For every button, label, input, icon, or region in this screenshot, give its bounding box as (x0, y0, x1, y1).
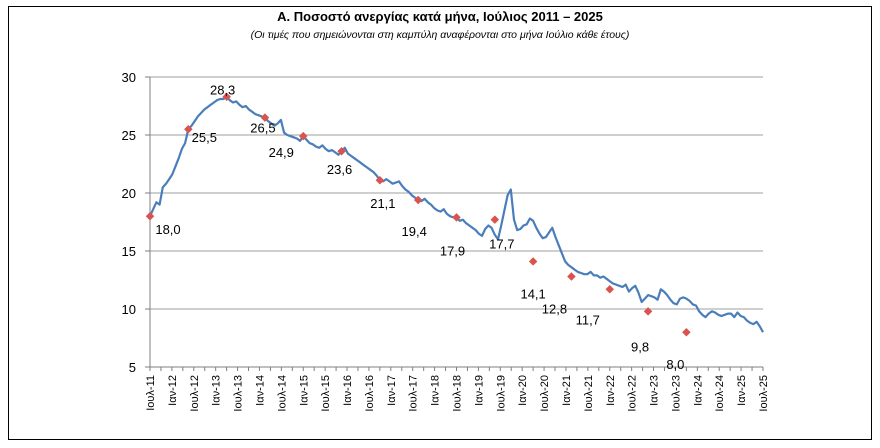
data-label: 11,7 (576, 312, 600, 327)
data-label: 23,6 (327, 162, 352, 177)
july-marker (528, 257, 538, 266)
axes (145, 76, 764, 371)
july-marker (222, 92, 231, 101)
x-tick-label: Ιαν-19 (473, 375, 485, 406)
july-marker (184, 124, 193, 134)
x-tick-label: Ιαν-25 (736, 375, 748, 406)
x-tick-label: Ιαν-23 (649, 375, 661, 406)
july-marker (337, 146, 346, 156)
x-tick-label: Ιαν-17 (386, 375, 398, 406)
data-label: 25,5 (192, 130, 217, 145)
x-tick-labels: Ιουλ-11 Ιαν-12 Ιουλ-12 Ιαν-13 Ιουλ-13 Ιαν-14 Ι… (145, 375, 770, 412)
x-tick-label: Ιαν-18 (430, 375, 442, 406)
x-tick-label: Ιουλ-21 (583, 375, 595, 412)
y-tick-labels: 5 10 15 20 25 30 (122, 70, 136, 375)
july-marker (605, 285, 614, 294)
y-tick-label: 20 (122, 186, 136, 201)
y-tick-label: 30 (122, 70, 136, 85)
july-marker (299, 131, 308, 141)
data-label: 8,0 (666, 357, 684, 372)
x-tick-label: Ιουλ-16 (364, 375, 376, 412)
x-tick-label: Ιουλ-15 (320, 375, 332, 412)
data-label: 9,8 (631, 339, 649, 354)
july-marker (145, 211, 155, 221)
x-tick-label: Ιουλ-12 (189, 375, 201, 412)
data-label: 24,9 (269, 145, 294, 160)
july-marker (260, 113, 270, 122)
chart-title: Α. Ποσοστό ανεργίας κατά μήνα, Ιούλιος 2… (277, 9, 603, 24)
x-tick-label: Ιαν-14 (254, 375, 266, 406)
gridlines (150, 76, 763, 310)
data-label: 14,1 (520, 286, 545, 301)
x-tick-label: Ιουλ-19 (495, 375, 507, 412)
x-tick-label: Ιαν-13 (211, 375, 223, 406)
july-marker (452, 213, 461, 222)
data-label: 26,5 (250, 121, 275, 136)
data-label: 12,8 (542, 302, 567, 317)
chart-frame (8, 6, 872, 440)
x-tick-label: Ιουλ-13 (233, 375, 245, 412)
july-marker (567, 272, 576, 281)
data-label: 17,9 (440, 243, 465, 258)
july-marker (682, 327, 691, 337)
data-labels: 18,0 25,5 28,3 26,5 24,9 23,6 21,1 19,4 17,9 17,7… (155, 83, 684, 372)
y-tick-label: 25 (122, 128, 136, 143)
x-tick-label: Ιαν-16 (342, 375, 354, 406)
x-tick-label: Ιουλ-17 (408, 375, 420, 412)
july-marker (643, 307, 653, 316)
data-label: 21,1 (370, 196, 395, 211)
y-tick-label: 15 (122, 244, 136, 259)
x-tick-label: Ιουλ-23 (670, 375, 682, 412)
x-tick-label: Ιουλ-22 (627, 375, 639, 412)
july-marker (375, 175, 385, 185)
chart-subtitle: (Οι τιμές που σημειώνονται στη καμπύλη α… (250, 29, 630, 41)
x-tick-label: Ιουλ-24 (714, 375, 726, 412)
x-tick-label: Ιαν-22 (605, 375, 617, 406)
data-label: 17,7 (489, 237, 514, 252)
july-marker (490, 215, 500, 224)
x-tick-label: Ιαν-15 (298, 375, 310, 406)
x-tick-label: Ιουλ-20 (539, 375, 551, 412)
x-tick-label: Ιαν-21 (561, 375, 573, 406)
x-tick-label: Ιουλ-18 (452, 375, 464, 412)
y-tick-label: 5 (129, 360, 136, 375)
data-label: 19,4 (402, 224, 427, 239)
y-tick-label: 10 (122, 302, 136, 317)
x-tick-label: Ιουλ-11 (145, 375, 157, 411)
july-marker (413, 195, 423, 205)
x-tick-label: Ιουλ-14 (276, 375, 288, 412)
x-tick-label: Ιουλ-25 (758, 375, 770, 412)
data-label: 18,0 (155, 222, 180, 237)
x-tick-label: Ιαν-12 (167, 375, 179, 406)
x-tick-label: Ιαν-20 (517, 375, 529, 406)
x-tick-label: Ιαν-24 (692, 375, 704, 406)
july-markers (145, 92, 691, 337)
data-label: 28,3 (210, 83, 235, 98)
